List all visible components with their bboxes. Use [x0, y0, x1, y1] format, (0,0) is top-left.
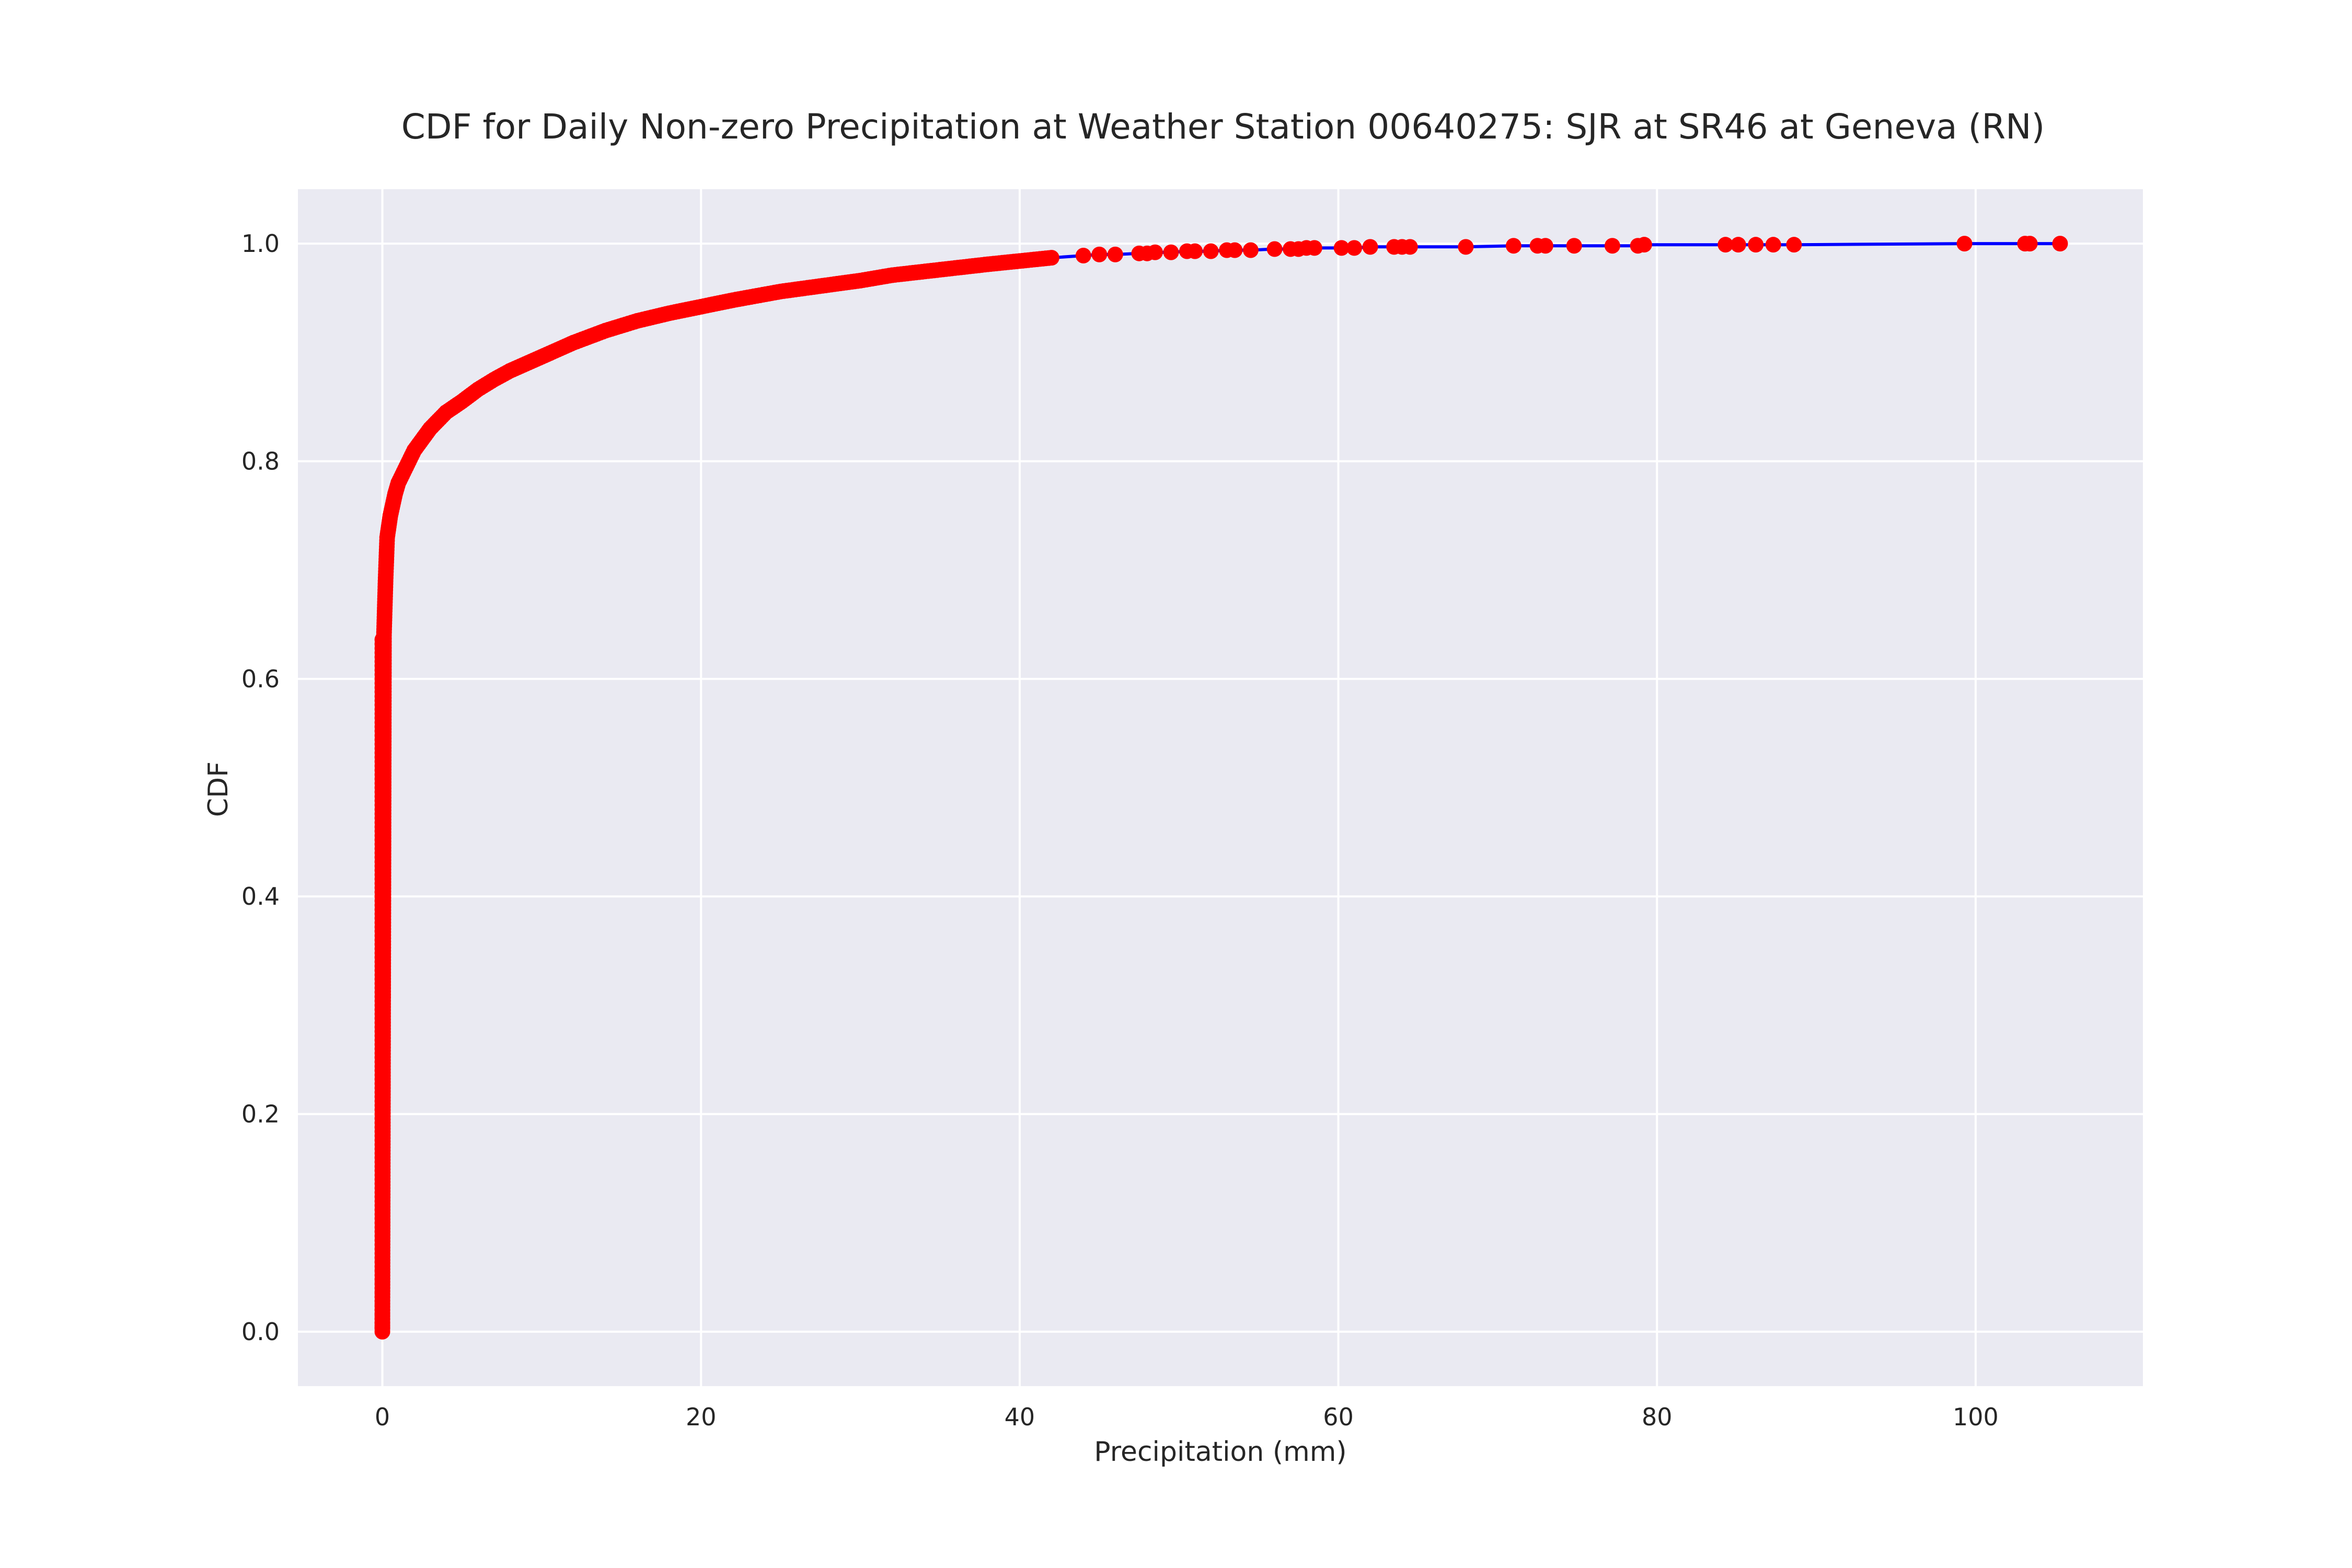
chart-title: CDF for Daily Non-zero Precipitation at … [401, 107, 2045, 147]
data-point [1458, 239, 1474, 255]
data-point [1242, 242, 1259, 258]
data-point [1505, 238, 1521, 254]
data-point [1636, 237, 1652, 253]
data-point [1402, 239, 1418, 255]
data-point [1203, 243, 1219, 259]
data-point [1306, 240, 1322, 256]
y-tick-label: 0.6 [241, 665, 280, 693]
y-tick-label: 1.0 [241, 229, 280, 258]
x-tick-label: 60 [1323, 1403, 1354, 1431]
data-point [2022, 236, 2038, 252]
data-point [1765, 237, 1781, 253]
data-point [1107, 246, 1123, 262]
data-point [1147, 244, 1163, 260]
data-point [1346, 240, 1363, 256]
data-point [1266, 241, 1283, 257]
data-point [1748, 237, 1764, 253]
data-point [1075, 247, 1091, 263]
data-point [2052, 236, 2068, 252]
tick-labels: 0 20 40 60 80 100 0.0 0.2 0.4 0.6 0.8 1.0 [241, 229, 1999, 1431]
y-axis-label: CDF [203, 762, 234, 817]
y-tick-label: 0.8 [241, 447, 280, 475]
x-tick-label: 20 [686, 1403, 717, 1431]
x-tick-label: 80 [1642, 1403, 1673, 1431]
data-point [1956, 236, 1973, 252]
y-tick-label: 0.0 [241, 1318, 280, 1346]
x-axis-label: Precipitation (mm) [1094, 1436, 1346, 1468]
data-point [1362, 239, 1378, 255]
data-point [1043, 250, 1059, 266]
y-tick-label: 0.4 [241, 882, 280, 910]
x-tick-label: 100 [1953, 1403, 1999, 1431]
y-tick-label: 0.2 [241, 1100, 280, 1128]
data-point [1604, 238, 1620, 254]
data-point [1333, 240, 1350, 256]
data-point [1566, 238, 1582, 254]
data-point [1227, 242, 1243, 258]
data-point [1537, 238, 1553, 254]
grid-lines [298, 189, 2143, 1386]
data-point [1730, 237, 1746, 253]
data-point [1187, 243, 1203, 259]
x-tick-label: 0 [375, 1403, 390, 1431]
data-point [1163, 244, 1179, 260]
data-point [1786, 237, 1802, 253]
series-markers [374, 236, 2068, 1340]
data-point [1717, 237, 1734, 253]
plot-area [298, 189, 2143, 1386]
x-tick-label: 40 [1005, 1403, 1035, 1431]
data-point [1091, 246, 1108, 262]
